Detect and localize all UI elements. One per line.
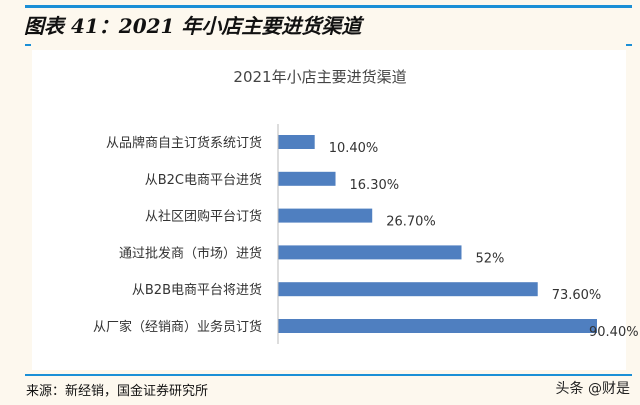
bar [278,135,315,149]
bottom-rule [25,374,632,376]
category-label: 从B2B电商平台将进货 [132,282,262,298]
data-label: 16.30% [350,178,400,193]
category-label: 通过批发商（市场）进货 [119,245,262,261]
rule-tick-left [25,44,31,46]
bar [278,245,462,260]
bar [278,319,597,333]
category-label: 从厂家（经销商）业务员订货 [93,319,262,335]
source-note: 来源：新经销，国金证券研究所 [26,384,209,399]
category-label: 从社区团购平台订货 [145,209,262,225]
data-label: 73.60% [552,288,602,303]
watermark: 头条 @财是 [555,381,630,397]
bar [278,208,373,223]
chart-title: 2021年小店主要进货渠道 [233,68,406,86]
bar [278,171,336,186]
data-label: 52% [475,251,504,266]
bar [278,282,538,297]
category-label: 从B2C电商平台进货 [145,172,262,188]
data-label: 90.40% [589,325,639,340]
top-rule [25,5,632,8]
data-label: 26.70% [386,215,436,230]
category-label: 从品牌商自主订货系统订货 [106,135,262,151]
rule-tick-right [626,44,632,46]
data-label: 10.40% [329,141,379,156]
figure-title: 图表 41：2021 年小店主要进货渠道 [24,14,362,38]
